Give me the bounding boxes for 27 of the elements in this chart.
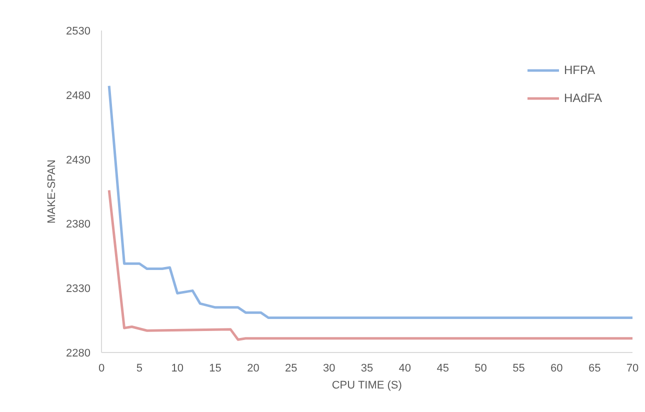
x-tick-label: 60 xyxy=(550,362,563,374)
x-tick-label: 45 xyxy=(436,362,449,374)
x-tick-label: 10 xyxy=(171,362,184,374)
y-tick-label: 2480 xyxy=(66,90,91,102)
legend-label: HAdFA xyxy=(564,91,602,105)
line-series xyxy=(108,84,632,319)
x-tick-label: 5 xyxy=(136,362,142,374)
y-tick-label: 2530 xyxy=(66,26,91,38)
y-tick-label: 2330 xyxy=(66,283,91,296)
y-tick-label: 2280 xyxy=(66,348,91,360)
line-series xyxy=(108,188,632,341)
x-tick-label: 35 xyxy=(360,362,374,374)
x-tick-label: 70 xyxy=(626,362,639,374)
x-tick-label: 25 xyxy=(285,362,298,374)
x-tick-label: 55 xyxy=(512,362,525,374)
x-tick-label: 15 xyxy=(209,362,222,374)
x-axis-title: CPU TIME (S) xyxy=(332,380,402,392)
y-tick-label: 2380 xyxy=(66,218,91,231)
y-axis-title: MAKE-SPAN xyxy=(46,159,58,224)
y-tick-label: 2430 xyxy=(66,154,91,166)
x-tick-label: 0 xyxy=(98,362,105,374)
legend-label: HFPA xyxy=(564,63,596,77)
x-tick-label: 65 xyxy=(588,362,601,374)
x-tick-label: 30 xyxy=(322,362,336,374)
x-tick-label: 20 xyxy=(247,362,260,374)
x-tick-label: 40 xyxy=(398,362,412,374)
x-tick-label: 50 xyxy=(474,362,487,374)
